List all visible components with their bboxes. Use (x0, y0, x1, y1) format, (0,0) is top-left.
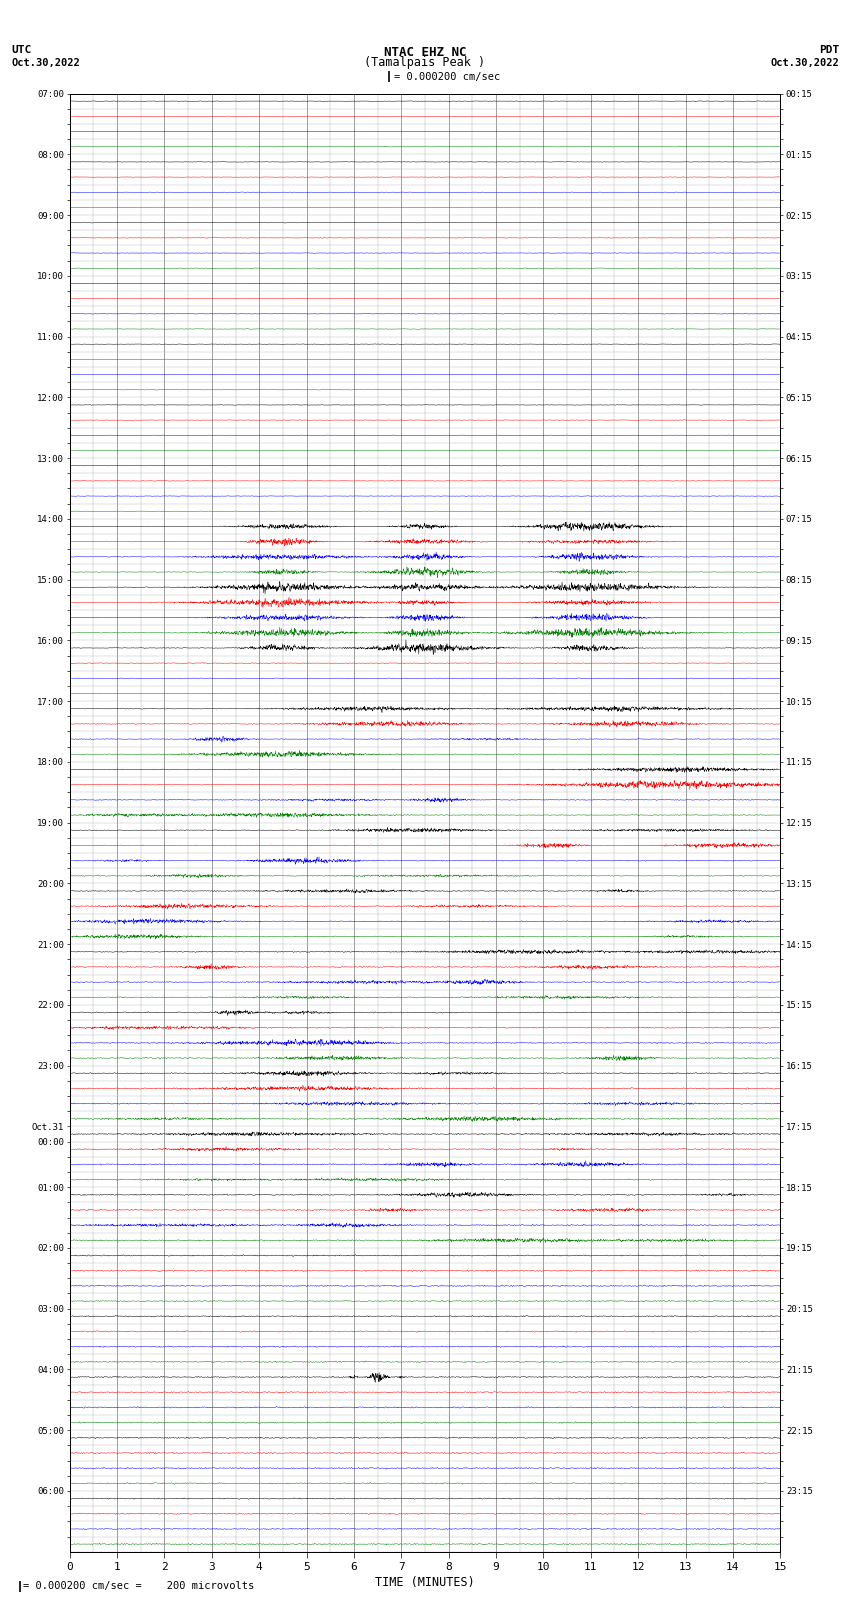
X-axis label: TIME (MINUTES): TIME (MINUTES) (375, 1576, 475, 1589)
Text: NTAC EHZ NC: NTAC EHZ NC (383, 45, 467, 58)
Text: (Tamalpais Peak ): (Tamalpais Peak ) (365, 55, 485, 69)
Text: = 0.000200 cm/sec: = 0.000200 cm/sec (394, 71, 500, 82)
Text: = 0.000200 cm/sec =    200 microvolts: = 0.000200 cm/sec = 200 microvolts (23, 1581, 254, 1592)
Text: Oct.30,2022: Oct.30,2022 (11, 58, 80, 68)
Text: Oct.30,2022: Oct.30,2022 (770, 58, 839, 68)
Text: PDT: PDT (819, 45, 839, 55)
Text: UTC: UTC (11, 45, 31, 55)
